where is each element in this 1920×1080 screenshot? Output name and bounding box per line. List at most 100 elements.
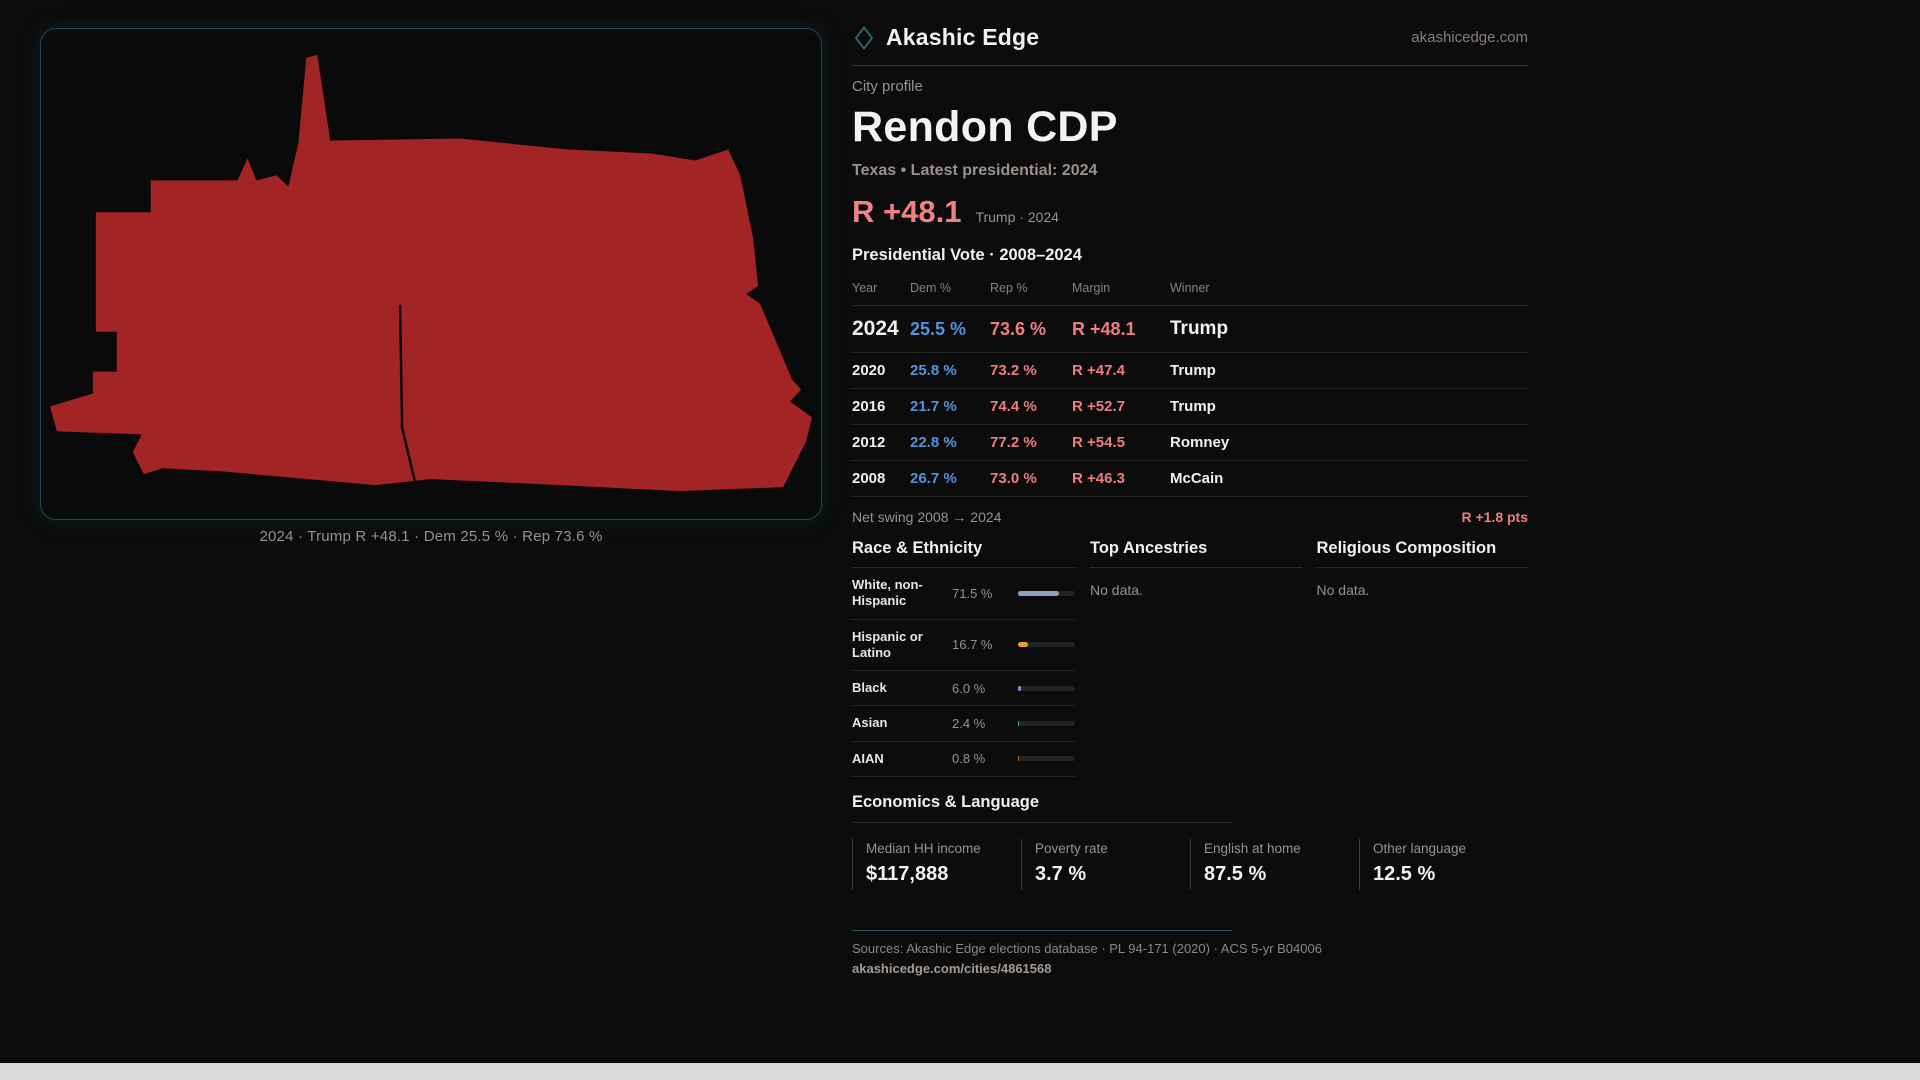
city-map-panel [40, 28, 822, 520]
internal-boundary-line [398, 304, 418, 487]
race-label: Asian [852, 715, 888, 731]
vote-rep-pct: 73.0 % [990, 470, 1037, 487]
map-caption: 2024 · Trump R +48.1 · Dem 25.5 % · Rep … [259, 528, 603, 545]
vote-col-header-3: Margin [1072, 281, 1111, 295]
vote-year: 2020 [852, 362, 886, 379]
vote-row-2024: 2024 25.5 % 73.6 % R +48.1 Trump [852, 306, 1528, 353]
page-title: Rendon CDP [852, 103, 1118, 151]
city-boundary-map [49, 54, 813, 492]
vote-winner: Trump [1170, 318, 1229, 339]
stat-value: 3.7 % [1035, 862, 1087, 885]
vote-dem-pct: 22.8 % [910, 434, 957, 451]
race-bar-fill [1018, 685, 1022, 691]
race-value: 0.8 % [952, 751, 986, 767]
race-row: White, non-Hispanic 71.5 % [852, 568, 1075, 620]
vote-row-2016: 2016 21.7 % 74.4 % R +52.7 Trump [852, 389, 1528, 425]
profile-panel: Akashic Edge akashicedge.com City profil… [852, 24, 1528, 976]
race-row: Black 6.0 % [852, 671, 1075, 707]
stat-value: $117,888 [866, 862, 949, 885]
stat-value: 12.5 % [1373, 862, 1436, 885]
economics-section-title: Economics & Language [852, 793, 1232, 823]
bottom-scroll-strip [0, 1063, 1920, 1080]
header-divider [852, 65, 1528, 66]
vote-dem-pct: 21.7 % [910, 398, 957, 415]
vote-winner: Romney [1170, 434, 1230, 451]
vote-col-header-4: Winner [1170, 281, 1210, 295]
vote-margin: R +46.3 [1072, 470, 1125, 487]
vote-col-header-2: Rep % [990, 281, 1028, 295]
permalink[interactable]: akashicedge.com/cities/4861568 [852, 960, 1052, 976]
race-label: AIAN [852, 750, 884, 766]
race-row: Hispanic or Latino 16.7 % [852, 620, 1075, 671]
religion-section: Religious Composition No data. [1316, 539, 1528, 777]
race-bar-fill [1018, 590, 1059, 596]
vote-table-header-row: Year Dem % Rep % Margin Winner [852, 277, 1528, 306]
race-value: 71.5 % [952, 585, 993, 601]
ancestries-section-title: Top Ancestries [1090, 539, 1302, 568]
headline-margin-value: R +48.1 [852, 194, 962, 229]
vote-dem-pct: 26.7 % [910, 470, 957, 487]
diamond-logo-icon [854, 25, 874, 50]
stat-label: Other language [1373, 840, 1467, 856]
religion-empty-state: No data. [1316, 582, 1370, 598]
net-swing-value: R +1.8 pts [1461, 509, 1528, 525]
vote-col-header-1: Dem % [910, 281, 951, 295]
vote-year: 2012 [852, 434, 886, 451]
site-header: Akashic Edge akashicedge.com [852, 24, 1528, 51]
race-label: Black [852, 680, 887, 695]
vote-rep-pct: 74.4 % [990, 398, 1037, 415]
race-value: 6.0 % [952, 680, 986, 696]
stat-block-1: Poverty rate 3.7 % [1021, 838, 1190, 890]
race-row: AIAN 0.8 % [852, 742, 1075, 777]
vote-rep-pct: 73.6 % [990, 318, 1047, 339]
stat-label: Poverty rate [1035, 840, 1108, 856]
race-bar-track [1018, 590, 1075, 596]
vote-year: 2008 [852, 470, 886, 487]
vote-dem-pct: 25.5 % [910, 318, 967, 339]
race-value: 16.7 % [952, 637, 993, 653]
vote-margin: R +52.7 [1072, 398, 1125, 415]
race-ethnicity-section: Race & Ethnicity White, non-Hispanic 71.5… [852, 539, 1075, 777]
race-bar-fill [1018, 642, 1028, 648]
vote-table-title: Presidential Vote · 2008–2024 [852, 246, 1082, 264]
race-row: Asian 2.4 % [852, 706, 1075, 742]
stat-label: Median HH income [866, 840, 981, 856]
race-bar-track [1018, 685, 1075, 691]
vote-winner: McCain [1170, 470, 1224, 487]
race-bar-track [1018, 642, 1075, 648]
presidential-vote-table: Year Dem % Rep % Margin Winner 2024 25.5 % 73.6… [852, 277, 1528, 497]
vote-rep-pct: 73.2 % [990, 362, 1037, 379]
race-rows: White, non-Hispanic 71.5 % Hispanic or Lat… [852, 568, 1075, 777]
race-label: White, non-Hispanic [852, 577, 923, 609]
stat-block-0: Median HH income $117,888 [852, 838, 1021, 890]
demographics-columns: Race & Ethnicity White, non-Hispanic 71.5… [852, 539, 1528, 777]
vote-rep-pct: 77.2 % [990, 434, 1037, 451]
vote-row-2012: 2012 22.8 % 77.2 % R +54.5 Romney [852, 425, 1528, 461]
page-subtitle: Texas • Latest presidential: 2024 [852, 162, 1098, 179]
vote-year: 2024 [852, 317, 899, 340]
vote-margin: R +54.5 [1072, 434, 1125, 451]
city-shape [49, 54, 813, 492]
headline-margin-block: R +48.1 Trump · 2024 [852, 194, 1528, 230]
vote-row-2008: 2008 26.7 % 73.0 % R +46.3 McCain [852, 461, 1528, 497]
race-value: 2.4 % [952, 715, 986, 731]
religion-section-title: Religious Composition [1316, 539, 1528, 568]
vote-dem-pct: 25.8 % [910, 362, 957, 379]
vote-margin: R +48.1 [1072, 318, 1136, 339]
vote-margin: R +47.4 [1072, 362, 1125, 379]
race-bar-fill [1018, 720, 1020, 726]
vote-winner: Trump [1170, 398, 1216, 415]
race-label: Hispanic or Latino [852, 628, 923, 660]
page-kicker: City profile [852, 78, 923, 95]
net-swing-label: Net swing 2008 → 2024 [852, 509, 1002, 525]
brand-name: Akashic Edge [886, 24, 1040, 50]
ancestries-empty-state: No data. [1090, 582, 1143, 598]
site-domain-link[interactable]: akashicedge.com [1411, 29, 1528, 46]
sources-text: Sources: Akashic Edge elections database… [852, 940, 1322, 956]
vote-row-2020: 2020 25.8 % 73.2 % R +47.4 Trump [852, 353, 1528, 389]
economics-stats: Median HH income $117,888 Poverty rate 3.7 … [852, 838, 1528, 890]
net-swing-row: Net swing 2008 → 2024 R +1.8 pts [852, 497, 1528, 539]
footer-divider [852, 929, 1232, 931]
stat-label: English at home [1204, 840, 1301, 856]
stat-value: 87.5 % [1204, 862, 1267, 885]
